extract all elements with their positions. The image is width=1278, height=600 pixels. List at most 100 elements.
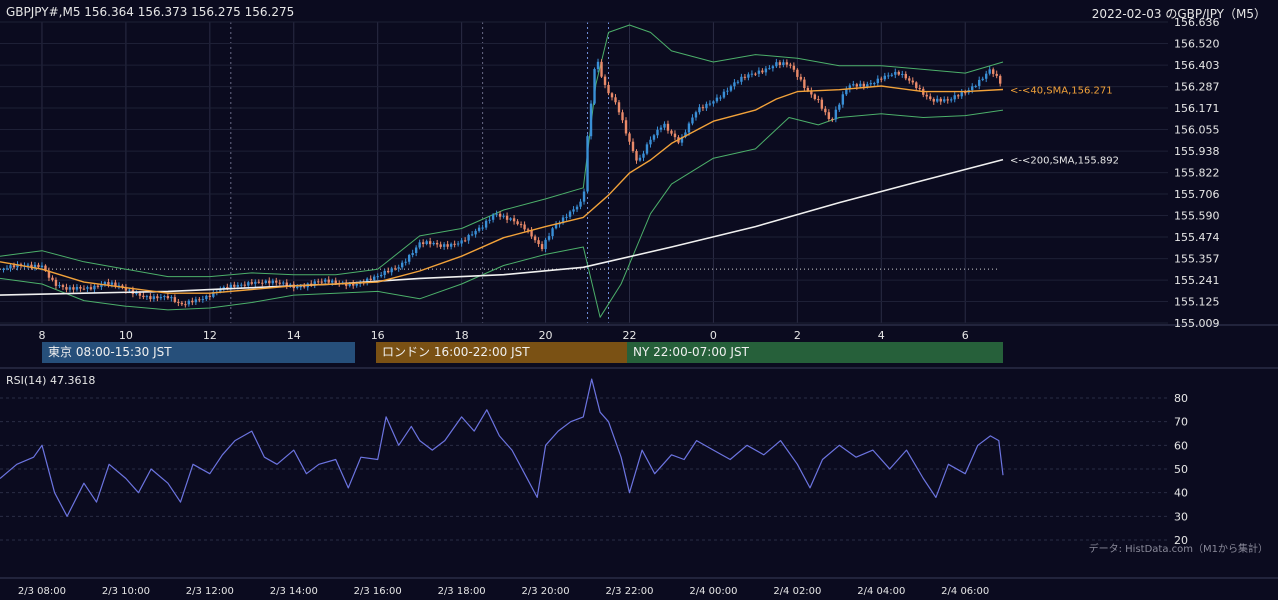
candle-body	[901, 73, 904, 75]
candle-body	[848, 85, 852, 90]
candle-body	[324, 279, 327, 282]
candle-body	[446, 244, 449, 247]
price-tick-label: 155.706	[1174, 188, 1220, 201]
candle-body	[334, 280, 337, 284]
datetime-tick-label: 2/4 02:00	[773, 586, 821, 597]
candle-body	[971, 86, 974, 91]
datetime-tick-label: 2/3 16:00	[354, 586, 402, 597]
datetime-tick-label: 2/3 14:00	[270, 586, 318, 597]
candle-body	[768, 68, 771, 70]
candle-body	[575, 206, 579, 210]
candle-body	[467, 235, 470, 241]
candle-body	[645, 144, 649, 154]
candle-body	[173, 297, 177, 302]
candle-body	[733, 82, 736, 87]
price-tick-label: 156.055	[1174, 123, 1220, 136]
candle-body	[530, 230, 533, 237]
candle-body	[128, 289, 131, 291]
candle-body	[498, 213, 502, 217]
candle-body	[16, 264, 19, 268]
candle-body	[320, 281, 323, 283]
candle-body	[862, 83, 866, 87]
candle-body	[512, 218, 516, 222]
candle-body	[400, 262, 404, 268]
candle-body	[999, 75, 1002, 84]
candle-body	[908, 78, 911, 81]
rsi-tick-label: 70	[1174, 416, 1188, 429]
candle-body	[285, 282, 288, 287]
candle-body	[568, 211, 572, 217]
candle-body	[726, 90, 729, 92]
sma40-value-label: <-<40,SMA,156.271	[1010, 86, 1113, 97]
candle-body	[719, 97, 722, 99]
candle-body	[859, 83, 862, 87]
candle-body	[747, 74, 750, 78]
candle-body	[782, 62, 785, 65]
candle-body	[226, 287, 229, 289]
candle-body	[988, 69, 991, 74]
price-tick-label: 156.171	[1174, 102, 1220, 115]
candle-body	[673, 133, 677, 138]
rsi-line	[0, 378, 1004, 517]
candle-body	[407, 255, 411, 262]
price-tick-label: 155.009	[1174, 317, 1220, 330]
candle-body	[869, 83, 873, 85]
candle-body	[771, 66, 775, 69]
candle-body	[68, 287, 72, 290]
candle-body	[757, 70, 761, 74]
candle-body	[110, 282, 114, 285]
candle-body	[93, 285, 96, 290]
candle-body	[26, 264, 30, 266]
candle-body	[775, 62, 778, 67]
candle-body	[544, 239, 547, 250]
hour-tick-label: 10	[119, 329, 133, 342]
candle-body	[817, 99, 820, 101]
candle-body	[803, 79, 806, 88]
candle-body	[824, 108, 827, 113]
candle-body	[964, 92, 967, 94]
candle-body	[946, 99, 949, 101]
candle-body	[236, 284, 240, 287]
sma200-line	[0, 158, 1004, 296]
candle-body	[2, 268, 5, 270]
session-london: ロンドン 16:00-22:00 JST	[376, 342, 627, 363]
candle-body	[691, 117, 694, 124]
candle-body	[722, 91, 726, 98]
candle-body	[736, 81, 740, 83]
hour-tick-label: 14	[287, 329, 301, 342]
candle-body	[345, 282, 348, 286]
candle-body	[666, 123, 670, 131]
datetime-tick-label: 2/3 12:00	[186, 586, 234, 597]
candle-body	[198, 299, 201, 301]
candle-body	[390, 268, 393, 273]
symbol-info: GBPJPY#,M5 156.364 156.373 156.275 156.2…	[6, 5, 295, 19]
datetime-tick-label: 2/4 00:00	[689, 586, 737, 597]
candle-body	[985, 73, 988, 79]
candle-body	[271, 280, 274, 284]
candle-body	[684, 132, 687, 137]
candle-body	[58, 285, 61, 287]
candle-body	[974, 85, 977, 87]
price-tick-label: 156.520	[1174, 37, 1220, 50]
candle-body	[887, 75, 890, 77]
price-tick-label: 156.403	[1174, 59, 1220, 72]
candle-body	[873, 83, 876, 85]
candle-body	[796, 69, 799, 77]
price-tick-label: 155.590	[1174, 210, 1220, 223]
candle-body	[159, 297, 163, 299]
datetime-tick-label: 2/3 10:00	[102, 586, 150, 597]
candle-body	[79, 286, 82, 289]
candle-body	[572, 209, 575, 212]
candle-body	[103, 282, 107, 285]
candle-body	[950, 99, 953, 101]
rsi-tick-label: 50	[1174, 463, 1188, 476]
candle-body	[565, 216, 568, 218]
candle-body	[502, 215, 505, 217]
candle-body	[439, 244, 442, 247]
source-note: データ: HistData.com（M1から集計）	[1088, 544, 1268, 555]
price-tick-label: 155.938	[1174, 145, 1220, 158]
candle-body	[418, 242, 421, 248]
candle-body	[233, 284, 236, 287]
candle-body	[932, 98, 935, 102]
candle-body	[918, 87, 921, 89]
